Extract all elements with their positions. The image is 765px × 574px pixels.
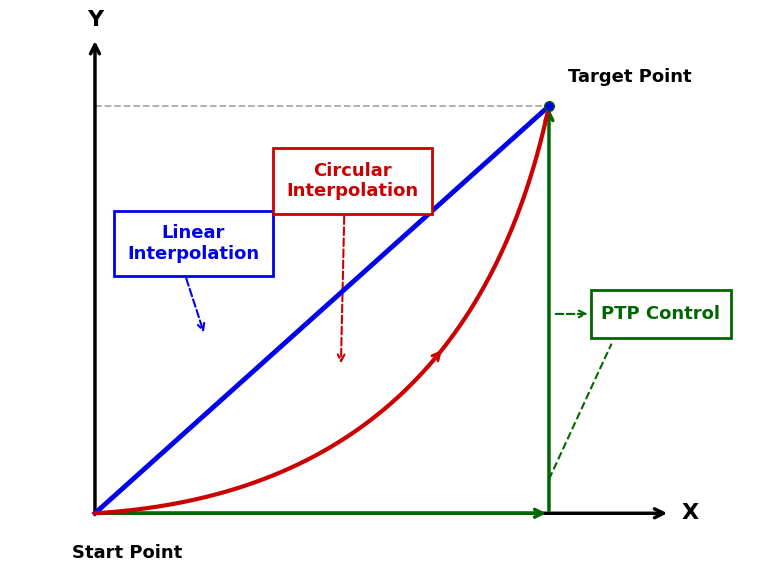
Text: Start Point: Start Point bbox=[72, 544, 183, 563]
FancyBboxPatch shape bbox=[273, 149, 431, 214]
Text: Linear
Interpolation: Linear Interpolation bbox=[127, 224, 259, 263]
FancyBboxPatch shape bbox=[591, 290, 731, 338]
FancyBboxPatch shape bbox=[114, 211, 273, 276]
Text: X: X bbox=[682, 503, 698, 523]
Text: Y: Y bbox=[87, 10, 103, 30]
Text: Circular
Interpolation: Circular Interpolation bbox=[286, 162, 418, 200]
Text: PTP Control: PTP Control bbox=[601, 305, 720, 323]
Text: Target Point: Target Point bbox=[568, 68, 692, 86]
